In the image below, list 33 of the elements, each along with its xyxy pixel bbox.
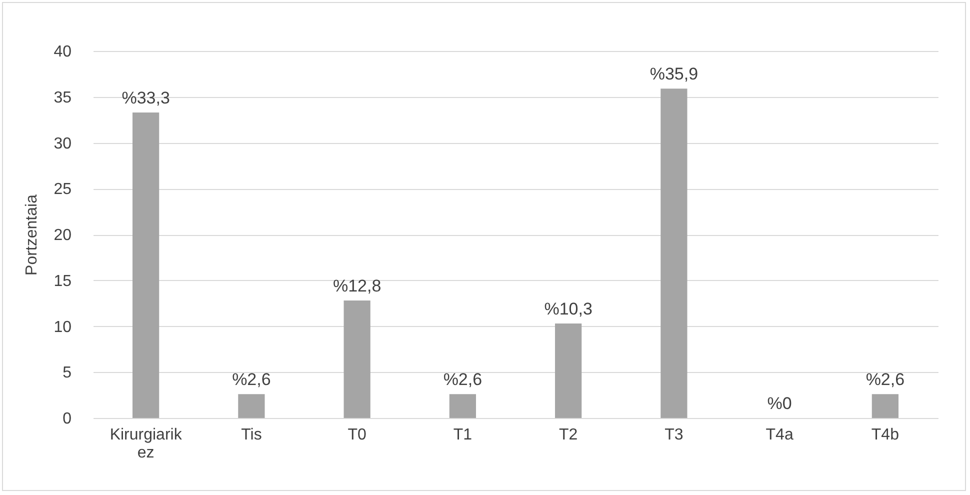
y-axis-title: Portzentaia <box>24 194 41 276</box>
y-tick-label: 5 <box>62 364 72 382</box>
x-tick-label: Tis <box>241 426 262 444</box>
data-label: %12,8 <box>332 276 382 296</box>
data-label: %33,3 <box>122 88 170 108</box>
x-tick-label: T0 <box>348 426 366 444</box>
y-tick-label: 10 <box>54 318 72 336</box>
bar <box>555 324 582 418</box>
x-tick-label: T4a <box>766 426 794 444</box>
data-label: %35,9 <box>650 64 698 84</box>
y-tick-label: 40 <box>54 44 72 60</box>
data-label: %10,3 <box>544 299 592 318</box>
bar <box>344 300 370 418</box>
bar <box>238 394 265 418</box>
bar <box>872 394 898 418</box>
bar <box>660 88 688 418</box>
y-tick-label: 15 <box>54 272 72 290</box>
y-tick-label: 25 <box>54 181 72 198</box>
x-tick-label: T2 <box>558 426 578 444</box>
bar <box>449 394 476 418</box>
y-tick-label: 0 <box>62 410 72 428</box>
x-tick-label: T3 <box>664 426 684 444</box>
data-label: %0 <box>767 394 792 413</box>
y-tick-label: 35 <box>54 89 72 106</box>
data-label: %2,6 <box>866 370 905 390</box>
data-label: %2,6 <box>232 370 271 390</box>
y-tick-label: 30 <box>54 135 72 152</box>
x-tick-label: T4b <box>871 426 900 444</box>
data-label: %2,6 <box>443 370 482 390</box>
bar <box>132 112 160 418</box>
y-tick-label: 20 <box>54 227 72 244</box>
x-tick-label: Kirurgiarik ez <box>110 426 183 462</box>
x-tick-label: T1 <box>453 426 472 444</box>
